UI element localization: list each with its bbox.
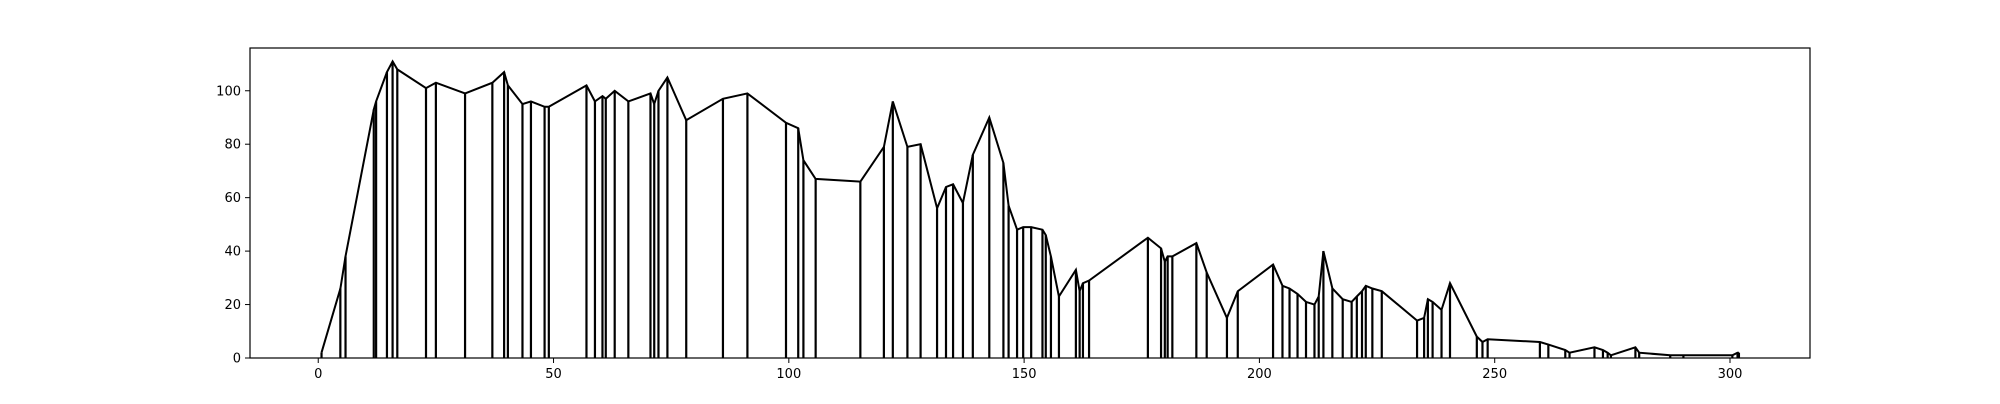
y-axis: 0 20 40 60 80 100 <box>216 84 250 367</box>
x-axis: 0 50 100 150 200 250 300 <box>314 358 1742 382</box>
x-tick-label: 250 <box>1482 367 1507 382</box>
y-tick-label: 40 <box>224 245 241 260</box>
y-tick-label: 20 <box>224 298 241 313</box>
x-tick-label: 150 <box>1012 367 1037 382</box>
y-tick-label: 60 <box>224 191 241 206</box>
plot-frame <box>249 47 1811 359</box>
y-tick-label: 0 <box>233 352 241 367</box>
x-tick-label: 100 <box>776 367 801 382</box>
x-tick-label: 50 <box>545 367 562 382</box>
series-line <box>320 59 1739 357</box>
drop-lines <box>320 61 1741 358</box>
y-tick-label: 100 <box>216 84 241 99</box>
x-tick-label: 300 <box>1718 367 1743 382</box>
y-tick-label: 80 <box>224 138 241 153</box>
x-tick-label: 200 <box>1247 367 1272 382</box>
x-tick-label: 0 <box>314 367 322 382</box>
